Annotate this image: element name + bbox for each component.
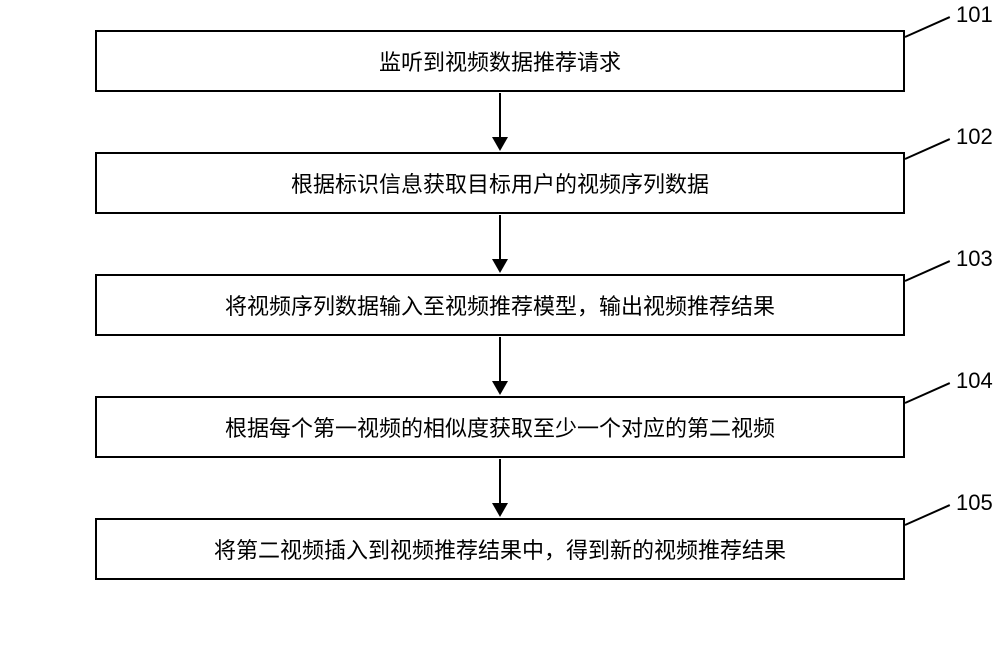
step-text: 将第二视频插入到视频推荐结果中，得到新的视频推荐结果: [214, 533, 786, 565]
step-wrapper: 根据标识信息获取目标用户的视频序列数据102: [50, 152, 950, 214]
step-box-3: 将视频序列数据输入至视频推荐模型，输出视频推荐结果: [95, 274, 905, 336]
step-box-5: 将第二视频插入到视频推荐结果中，得到新的视频推荐结果: [95, 518, 905, 580]
arrow-head-icon: [492, 137, 508, 151]
arrow-line: [499, 459, 501, 503]
step-label-2: 102: [956, 124, 993, 150]
step-label-4: 104: [956, 368, 993, 394]
flowchart-container: 监听到视频数据推荐请求101 根据标识信息获取目标用户的视频序列数据102 将视频序…: [50, 30, 950, 580]
arrow-head-icon: [492, 259, 508, 273]
step-text: 根据每个第一视频的相似度获取至少一个对应的第二视频: [225, 411, 775, 443]
step-wrapper: 根据每个第一视频的相似度获取至少一个对应的第二视频104: [50, 396, 950, 458]
arrow-head-icon: [492, 381, 508, 395]
label-connector: [905, 16, 951, 38]
arrow-head-icon: [492, 503, 508, 517]
step-wrapper: 将视频序列数据输入至视频推荐模型，输出视频推荐结果103: [50, 274, 950, 336]
arrow-line: [499, 337, 501, 381]
step-box-1: 监听到视频数据推荐请求: [95, 30, 905, 92]
step-label-1: 101: [956, 2, 993, 28]
step-label-5: 105: [956, 490, 993, 516]
step-text: 根据标识信息获取目标用户的视频序列数据: [291, 167, 709, 199]
step-box-4: 根据每个第一视频的相似度获取至少一个对应的第二视频: [95, 396, 905, 458]
step-text: 将视频序列数据输入至视频推荐模型，输出视频推荐结果: [225, 289, 775, 321]
arrow-line: [499, 93, 501, 137]
arrow-down: [50, 92, 950, 152]
step-wrapper: 将第二视频插入到视频推荐结果中，得到新的视频推荐结果105: [50, 518, 950, 580]
step-wrapper: 监听到视频数据推荐请求101: [50, 30, 950, 92]
step-label-3: 103: [956, 246, 993, 272]
arrow-down: [50, 458, 950, 518]
arrow-line: [499, 215, 501, 259]
step-text: 监听到视频数据推荐请求: [379, 45, 621, 77]
arrow-down: [50, 336, 950, 396]
arrow-down: [50, 214, 950, 274]
step-box-2: 根据标识信息获取目标用户的视频序列数据: [95, 152, 905, 214]
